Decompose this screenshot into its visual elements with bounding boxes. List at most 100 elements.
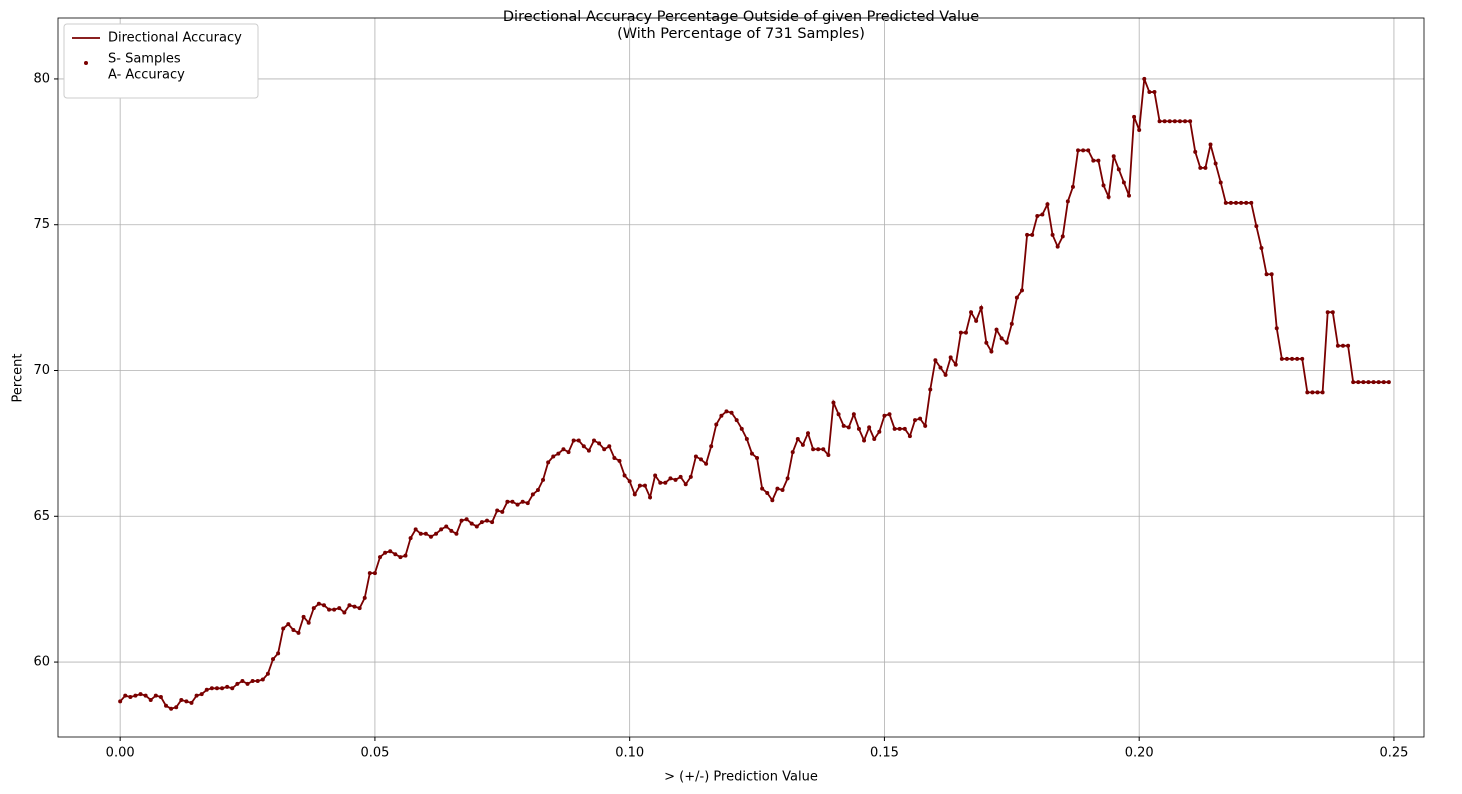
data-point (413, 527, 418, 532)
data-point (678, 474, 683, 479)
data-point (118, 699, 123, 704)
data-point (632, 492, 637, 497)
data-point (785, 476, 790, 481)
data-point (311, 606, 316, 611)
data-point (1376, 380, 1381, 385)
data-point (602, 447, 607, 452)
data-point (143, 693, 148, 698)
data-point (1228, 200, 1233, 205)
chart-subtitle: (With Percentage of 731 Samples) (617, 26, 865, 42)
data-point (505, 499, 510, 504)
data-point (357, 606, 362, 611)
data-point (454, 531, 459, 536)
data-point (520, 499, 525, 504)
data-point (408, 536, 413, 541)
data-point (1009, 321, 1014, 326)
data-point (271, 657, 276, 662)
data-point (846, 425, 851, 430)
data-point (286, 622, 291, 627)
y-tick-label: 70 (33, 363, 50, 378)
data-point (1014, 295, 1019, 300)
data-point (133, 693, 138, 698)
x-axis-label: > (+/-) Prediction Value (664, 770, 818, 785)
data-point (907, 434, 912, 439)
data-point (1386, 380, 1391, 385)
data-point (164, 703, 169, 708)
data-point (1274, 326, 1279, 331)
data-point (928, 387, 933, 392)
data-point (648, 495, 653, 500)
data-point (265, 671, 270, 676)
data-point (800, 442, 805, 447)
data-point (1315, 390, 1320, 395)
data-point (653, 473, 658, 478)
x-tick-label: 0.20 (1125, 746, 1154, 761)
data-point (1132, 114, 1137, 119)
data-point (123, 693, 128, 698)
data-point (969, 310, 974, 315)
data-point (1223, 200, 1228, 205)
data-point (663, 480, 668, 485)
data-point (383, 550, 388, 555)
data-point (760, 486, 765, 491)
data-point (1356, 380, 1361, 385)
data-point (729, 410, 734, 415)
data-point (724, 409, 729, 414)
data-point (474, 524, 479, 529)
data-point (744, 437, 749, 442)
data-point (933, 358, 938, 363)
data-point (775, 486, 780, 491)
data-point (184, 699, 189, 704)
data-point (281, 626, 286, 631)
data-point (704, 461, 709, 466)
data-point (1162, 119, 1167, 124)
data-point (979, 305, 984, 310)
data-point (332, 607, 337, 612)
data-point (469, 521, 474, 526)
data-point (1310, 390, 1315, 395)
data-point (479, 520, 484, 525)
data-point (1381, 380, 1386, 385)
data-point (1259, 246, 1264, 251)
legend-box (63, 23, 259, 99)
data-point (627, 479, 632, 484)
data-point (755, 455, 760, 460)
data-point (963, 330, 968, 335)
data-point (688, 474, 693, 479)
data-point (821, 447, 826, 452)
data-point (403, 553, 408, 558)
data-point (1152, 90, 1157, 95)
data-point (617, 458, 622, 463)
x-tick-label: 0.00 (106, 746, 135, 761)
data-point (780, 488, 785, 493)
data-point (301, 614, 306, 619)
data-point (1254, 224, 1259, 229)
data-point (551, 454, 556, 459)
data-point (974, 318, 979, 323)
data-point (826, 453, 831, 458)
data-point (337, 606, 342, 611)
data-point (1300, 356, 1305, 361)
data-point (938, 365, 943, 370)
data-point (668, 476, 673, 481)
data-point (418, 531, 423, 536)
data-point (296, 630, 301, 635)
data-point (158, 695, 163, 700)
data-point (1249, 200, 1254, 205)
data-point (250, 679, 255, 684)
data-point (877, 429, 882, 434)
data-point (943, 372, 948, 377)
data-point (1305, 390, 1310, 395)
data-point (1060, 234, 1065, 239)
data-point (1269, 272, 1274, 277)
data-point (836, 412, 841, 417)
data-point (999, 336, 1004, 341)
data-point (1050, 232, 1055, 237)
data-point (1045, 202, 1050, 207)
data-point (1371, 380, 1376, 385)
data-point (1330, 310, 1335, 315)
data-point (138, 692, 143, 697)
data-point (642, 483, 647, 488)
data-point (856, 426, 861, 431)
data-point (1203, 165, 1208, 170)
